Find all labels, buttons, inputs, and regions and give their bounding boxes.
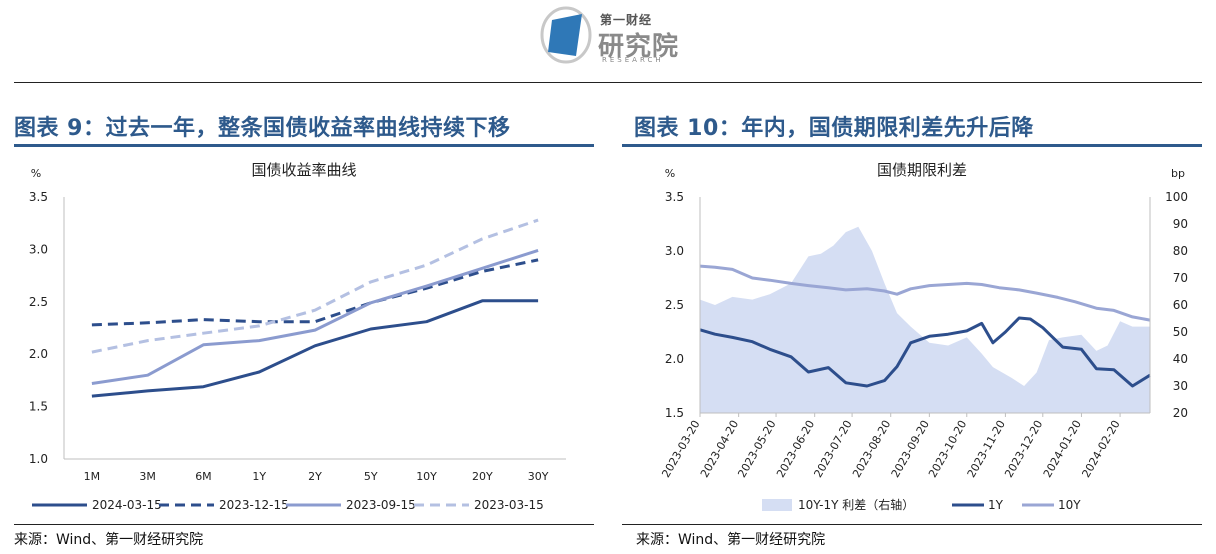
x-tick-label: 6M [195,470,212,483]
series-area-10y-1y [700,226,1150,413]
x-tick-label: 5Y [364,470,378,483]
x-tick-label: 2Y [308,470,322,483]
figure-9-source: 来源：Wind、第一财经研究院 [14,532,204,548]
x-tick-label: 2023-06-20 [774,418,817,480]
y-axis-unit: % [31,167,41,180]
x-tick-label: 2023-07-20 [811,418,854,480]
logo: 第一财经 研究院 RESEARCH [540,6,680,68]
x-tick-label: 20Y [472,470,493,483]
logo-research-text: RESEARCH [602,56,664,64]
y-right-tick-label: 20 [1173,406,1188,420]
series-line-2023-03-15 [91,218,539,354]
logo-small-text: 第一财经 [600,13,653,27]
legend-label: 10Y-1Y 利差（右轴） [798,497,914,512]
x-tick-label: 1Y [252,470,266,483]
figure-10-title-rule [622,144,1202,147]
y-right-tick-label: 40 [1173,352,1188,366]
series-line-2024-03-15 [91,299,539,398]
y-tick-label: 1.0 [29,452,48,466]
x-tick-label: 30Y [528,470,549,483]
figure-10-title: 图表 10：年内，国债期限利差先升后降 [634,116,1034,141]
x-tick-label: 2023-05-20 [735,418,778,480]
y-tick-label: 2.0 [29,347,48,361]
figure-10-source-rule [622,524,1202,525]
y-right-tick-label: 60 [1173,298,1188,312]
logo-mark-icon [540,6,592,64]
figure-9-source-rule [14,524,594,525]
term-spread-chart: 国债期限利差% bp 1.5 2.0 2.5 3.0 3.5 20 30 40 50 60 70 80 90… [659,161,1188,512]
legend-label: 1Y [988,498,1004,512]
y-right-tick-label: 70 [1173,271,1188,285]
x-tick-label: 2023-03-20 [659,418,702,480]
x-tick-label: 2023-10-20 [926,418,969,480]
series-line-10Y [699,264,1151,322]
series-line-2023-12-15 [91,258,539,327]
y-left-tick-label: 3.0 [665,244,684,258]
y-left-tick-label: 2.0 [665,352,684,366]
legend-label: 2024-03-15 [92,498,162,512]
x-tick-label: 1M [84,470,101,483]
legend-swatch [762,499,792,511]
chart-title: 国债期限利差 [877,161,967,179]
x-tick-label: 2023-09-20 [889,418,932,480]
figure-10-source: 来源：Wind、第一财经研究院 [636,532,826,548]
y-tick-label: 2.5 [29,295,48,309]
y-right-tick-label: 90 [1173,217,1188,231]
x-tick-label: 2024-02-20 [1079,418,1122,480]
chart-title: 国债收益率曲线 [251,161,356,179]
header-rule [14,82,1202,83]
y-left-tick-label: 1.5 [665,406,684,420]
legend-label: 2023-03-15 [474,498,544,512]
y-axis-unit-right: bp [1171,167,1185,180]
yield-curve-chart: 国债收益率曲线% 1.0 1.5 2.0 2.5 3.0 3.5 1M 3M 6M 1Y 2Y 5Y 10… [29,161,566,512]
legend-label: 10Y [1058,498,1081,512]
series-line-1Y [699,316,1151,388]
y-left-tick-label: 3.5 [665,190,684,204]
series-line-2023-09-15 [91,248,539,385]
figure-9-title-rule [14,144,594,147]
y-axis-unit-left: % [665,167,675,180]
x-tick-label: 3M [139,470,156,483]
y-right-tick-label: 30 [1173,379,1188,393]
y-right-tick-label: 100 [1165,190,1188,204]
x-tick-label: 2023-08-20 [850,418,893,480]
legend-label: 2023-12-15 [219,498,289,512]
figure-9-title: 图表 9：过去一年，整条国债收益率曲线持续下移 [14,116,511,141]
y-tick-label: 3.0 [29,242,48,256]
y-tick-label: 3.5 [29,190,48,204]
y-left-tick-label: 2.5 [665,298,684,312]
x-tick-label: 2023-12-20 [1002,418,1045,480]
logo-big-text: 研究院 [598,32,680,62]
x-tick-label: 10Y [416,470,437,483]
x-tick-label: 2024-01-20 [1041,418,1084,480]
y-right-tick-label: 80 [1173,244,1188,258]
legend-label: 2023-09-15 [346,498,416,512]
x-tick-label: 2023-11-20 [965,418,1008,480]
y-right-tick-label: 50 [1173,325,1188,339]
y-tick-label: 1.5 [29,400,48,414]
x-tick-label: 2023-04-20 [698,418,741,480]
